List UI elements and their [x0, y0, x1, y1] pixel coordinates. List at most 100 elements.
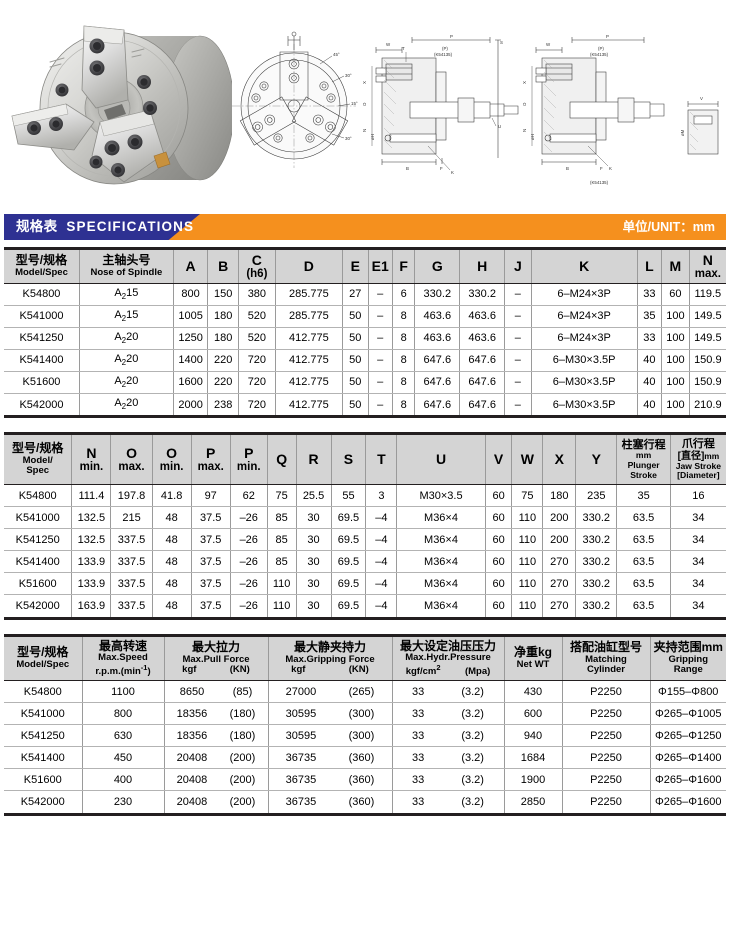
cell-y: 330.2 — [575, 506, 618, 529]
cell-pmax: 37.5 — [190, 550, 231, 573]
th2-r: R — [295, 435, 332, 486]
cell-q: 85 — [266, 528, 297, 551]
cell-model: K542000 — [4, 594, 73, 617]
svg-text:S: S — [500, 40, 503, 45]
cell-x: 270 — [542, 594, 577, 617]
cell-plunger: 63.5 — [616, 572, 671, 595]
cell-omax: 337.5 — [110, 594, 153, 617]
banner-title-en: SPECIFICATIONS — [66, 219, 195, 234]
th-col-c-label: C — [251, 252, 262, 268]
th2-s: S — [330, 435, 367, 486]
cell-model: K541000 — [4, 506, 73, 529]
svg-text:(P): (P) — [442, 46, 448, 51]
cell-b: 180 — [207, 305, 240, 328]
cell-c: 380 — [238, 283, 276, 306]
th3-cyl-en1: Matching — [585, 653, 627, 665]
svg-text:(P): (P) — [598, 46, 604, 51]
cell-k: 6–M30×3.5P — [530, 349, 638, 372]
cell-pull-force-primary: 18356 — [176, 707, 208, 720]
cell-m: 100 — [661, 305, 690, 328]
cell-gripping-force: 36735 (360) — [267, 746, 393, 770]
cell-pmax: 37.5 — [190, 528, 231, 551]
th3-pull-unit-kgf: kgf — [182, 664, 197, 676]
cell-n: 150.9 — [688, 371, 726, 394]
cell-omax: 215 — [110, 506, 153, 529]
cell-x: 270 — [542, 572, 577, 595]
cell-v: 60 — [484, 528, 513, 551]
cell-q: 85 — [266, 550, 297, 573]
cell-model: K54800 — [4, 680, 83, 704]
cell-g: 647.6 — [414, 371, 461, 394]
cell-k: 6–M24×3P — [530, 327, 638, 350]
cell-gripping-force-primary: 27000 — [285, 685, 317, 698]
th3-grip-unit-kgf: kgf — [291, 664, 306, 676]
table-row: K54800 111.4 197.8 41.8 97 62 75 25.5 55 3 M30×3.5… — [4, 484, 726, 507]
th-col-n-max: N max. — [688, 250, 726, 284]
cell-nmin: 132.5 — [71, 528, 112, 551]
cell-k: 6–M24×3P — [530, 283, 638, 306]
th3-model-en: Model/Spec — [16, 658, 70, 670]
th2-v-label: V — [493, 451, 504, 468]
cell-omax: 337.5 — [110, 572, 153, 595]
cell-x: 200 — [542, 506, 577, 529]
table-row: K541400 A220 1400 220 720 412.775 50–8 647.6 647… — [4, 349, 726, 372]
detail-view: V øM — [680, 96, 719, 155]
table-row: K51600 133.9 337.5 48 37.5 –26 110 30 69.5 –4 M36×… — [4, 572, 726, 595]
cell-hydraulic-pressure-secondary: (3.2) — [461, 729, 484, 742]
cell-model: K54800 — [4, 484, 73, 507]
table-row: K541000 800 18356 (180) 30595 (300) 33 (3.2) 600… — [4, 702, 726, 726]
cell-pull-force-secondary: (200) — [229, 773, 256, 786]
table-1-header-row: 型号/规格 Model/Spec 主轴头号 Nose of Spindle A … — [4, 250, 726, 284]
th-col-a: A — [172, 250, 209, 284]
th-nose-of-spindle: 主轴头号 Nose of Spindle — [78, 250, 174, 284]
cell-hydraulic-pressure: 33 (3.2) — [391, 746, 505, 770]
specifications-banner: 规格表 SPECIFICATIONS 单位/UNIT：mm — [4, 214, 726, 240]
cell-b: 220 — [207, 371, 240, 394]
th-col-b: B — [207, 250, 240, 284]
th2-jaw-cn: 爪行程 — [681, 438, 715, 451]
cell-jaw: 34 — [669, 572, 726, 595]
th-col-f: F — [391, 250, 416, 284]
cell-net-weight: 940 — [503, 724, 563, 748]
table-3-top-rule — [4, 633, 726, 637]
cell-f: 8 — [391, 349, 416, 372]
cell-c: 720 — [238, 371, 276, 394]
cell-a: 1250 — [172, 327, 209, 350]
cell-gripping-force-secondary: (360) — [348, 796, 375, 809]
th2-plunger-unit: mm — [635, 450, 652, 461]
th3-pull-en: Max.Pull Force — [182, 653, 250, 665]
cell-f: 8 — [391, 305, 416, 328]
th3-pull-cn: 最大拉力 — [191, 640, 240, 655]
svg-text:O: O — [522, 102, 527, 106]
cell-v: 60 — [484, 550, 513, 573]
cell-t: –4 — [365, 528, 398, 551]
cell-model: K541250 — [4, 327, 80, 350]
th-col-k-label: K — [579, 258, 590, 275]
svg-text:øH: øH — [370, 134, 375, 140]
th2-model-en1: Model/ — [22, 454, 53, 466]
cell-nose-of-spindle: A220 — [78, 349, 174, 372]
th-col-d-label: D — [303, 258, 314, 275]
table-row: K541250 630 18356 (180) 30595 (300) 33 (3.2) 940… — [4, 724, 726, 748]
cell-e: 50 — [342, 393, 369, 416]
table-1-block: 型号/规格 Model/Spec 主轴头号 Nose of Spindle A … — [4, 247, 726, 419]
cell-pull-force: 20408 (200) — [163, 790, 269, 813]
cell-omax: 197.8 — [110, 484, 153, 507]
th-col-m-label: M — [669, 258, 682, 275]
table-1-body: K54800 A215 800 150 380 285.775 27–6 330.2 330.2… — [4, 283, 726, 416]
cell-gripping-force-primary: 30595 — [285, 707, 317, 720]
cell-y: 330.2 — [575, 550, 618, 573]
cell-model: K51600 — [4, 768, 83, 792]
th3-pull-units: kgf (KN) — [166, 665, 267, 676]
cell-model: K541250 — [4, 528, 73, 551]
cell-pmin: –26 — [229, 506, 268, 529]
banner-title-cn: 规格表 — [16, 219, 58, 234]
th-model-spec-cn: 型号/规格 — [15, 253, 68, 268]
th2-pmin-sub: min. — [236, 460, 261, 473]
cell-omin: 48 — [151, 572, 192, 595]
cell-a: 1600 — [172, 371, 209, 394]
product-illustration-area: 45° 30° 15° 30° — [0, 0, 730, 208]
cell-pmax: 97 — [190, 484, 231, 507]
cell-net-weight: 1684 — [503, 746, 563, 770]
